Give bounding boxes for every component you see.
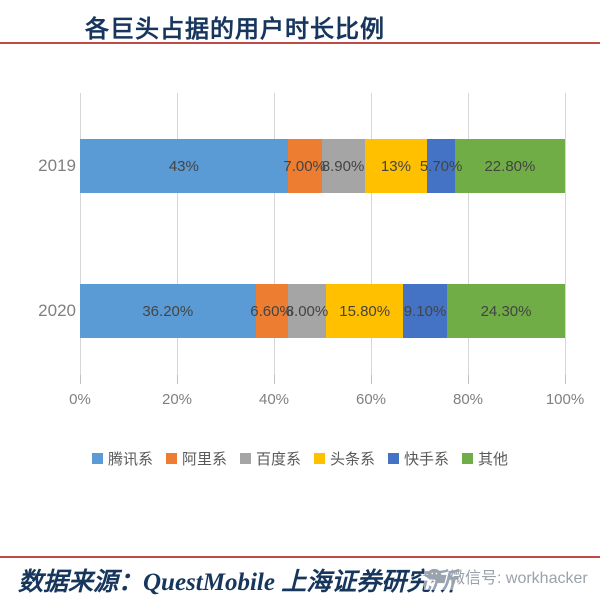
- bar-segment: 8.00%: [285, 284, 329, 338]
- watermark-text: 微信号: workhacker: [449, 570, 588, 587]
- legend-item: 腾讯系: [91, 448, 153, 469]
- legend-label: 阿里系: [181, 451, 227, 468]
- legend-label: 腾讯系: [107, 451, 153, 468]
- legend-swatch-icon: [165, 453, 177, 464]
- axis-tick: [371, 375, 372, 384]
- legend-swatch-icon: [239, 453, 251, 464]
- legend-item: 快手系: [388, 448, 449, 469]
- bar-segment: 24.30%: [447, 284, 565, 338]
- bar-segment: 22.80%: [454, 139, 565, 193]
- x-axis-tick-label: 80%: [452, 391, 484, 408]
- bar-segment-label: 5.70%: [419, 157, 463, 175]
- gridline: [565, 93, 566, 375]
- x-axis-tick-label: 20%: [161, 391, 193, 408]
- legend-swatch-icon: [91, 453, 103, 464]
- axis-tick: [80, 375, 81, 384]
- legend-item: 阿里系: [165, 448, 227, 469]
- gridline: [80, 93, 81, 375]
- x-axis-tick-label: 60%: [355, 391, 387, 408]
- legend-item: 百度系: [239, 448, 301, 469]
- bar-2020: 36.20% 6.60% 8.00% 15.80% 9.10% 24.30%: [80, 284, 565, 338]
- wechat-icon: [426, 566, 446, 586]
- bar-segment-label: 8.90%: [321, 157, 365, 175]
- footer-divider: [0, 556, 600, 558]
- bar-segment-label: 9.10%: [403, 302, 447, 320]
- legend-item: 其他: [462, 448, 508, 469]
- legend-swatch-icon: [314, 453, 325, 464]
- watermark: 微信号: workhacker: [424, 562, 590, 590]
- gridline: [177, 93, 178, 375]
- legend-label: 快手系: [404, 451, 450, 468]
- bar-segment: 36.20%: [80, 284, 256, 338]
- bar-segment-label: 24.30%: [480, 302, 532, 320]
- legend-item: 头条系: [314, 448, 375, 469]
- bar-segment: 5.70%: [420, 139, 462, 193]
- chart-legend: 腾讯系 阿里系 百度系 头条系 快手系 其他: [0, 448, 600, 469]
- legend-swatch-icon: [388, 453, 400, 464]
- bar-segment-label: 7.00%: [283, 157, 326, 175]
- axis-tick: [468, 375, 469, 384]
- bar-segment: 43%: [80, 139, 288, 193]
- bar-2019: 43% 7.00% 8.90% 13% 5.70% 22.80%: [80, 139, 565, 193]
- legend-swatch-icon: [462, 453, 474, 464]
- stacked-bar-chart: 0% 20% 40% 60% 80% 100% 43% 7.00% 8.90% 13% 5.70% 2…: [38, 93, 584, 408]
- bar-segment-label: 22.80%: [484, 157, 536, 175]
- axis-tick: [177, 375, 178, 384]
- bar-segment: 15.80%: [326, 284, 403, 338]
- gridline: [468, 93, 469, 375]
- y-axis-category-label: 2020: [38, 301, 76, 320]
- bar-segment-label: 15.80%: [339, 302, 391, 320]
- bar-segment-label: 8.00%: [285, 302, 329, 320]
- bar-segment: 13%: [364, 139, 428, 193]
- data-source: 数据来源：QuestMobile 上海证券研究所: [18, 569, 457, 596]
- axis-tick: [274, 375, 275, 384]
- bar-segment: 6.60%: [250, 284, 293, 338]
- y-axis-category-label: 2019: [38, 156, 76, 175]
- x-axis-tick-label: 0%: [69, 391, 91, 408]
- gridline: [371, 93, 372, 375]
- bar-segment: 8.90%: [321, 139, 365, 193]
- bar-segment-label: 6.60%: [250, 302, 293, 320]
- bar-segment: 7.00%: [283, 139, 326, 193]
- x-axis-tick-label: 100%: [545, 391, 585, 408]
- legend-label: 头条系: [330, 451, 376, 468]
- legend-label: 百度系: [255, 451, 301, 468]
- x-axis-tick-label: 40%: [258, 391, 290, 408]
- gridline: [274, 93, 275, 375]
- bar-segment-label: 43%: [168, 157, 199, 175]
- legend-label: 其他: [478, 451, 509, 468]
- title-divider: [0, 42, 600, 44]
- axis-tick: [565, 375, 566, 384]
- bar-segment-label: 36.20%: [142, 302, 194, 320]
- page-title: 各巨头占据的用户时长比例: [85, 17, 385, 43]
- bar-segment-label: 13%: [380, 157, 411, 175]
- bar-segment: 9.10%: [402, 284, 448, 338]
